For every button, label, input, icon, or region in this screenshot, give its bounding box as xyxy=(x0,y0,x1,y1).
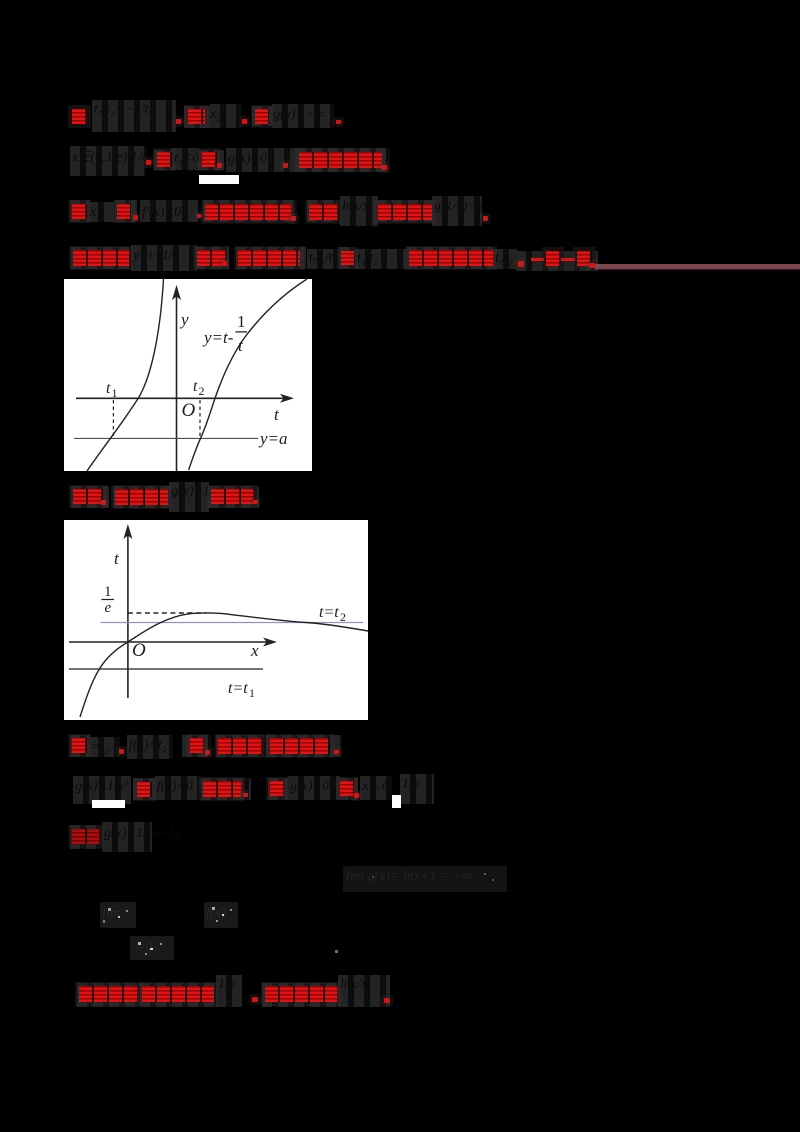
svg-text:O: O xyxy=(132,640,146,661)
svg-text:t: t xyxy=(238,336,244,355)
svg-text:y=a: y=a xyxy=(258,429,288,448)
svg-text:2: 2 xyxy=(199,384,205,398)
svg-text:1: 1 xyxy=(249,686,255,700)
svg-text:y=t-: y=t- xyxy=(202,328,234,347)
svg-text:1: 1 xyxy=(104,584,112,600)
svg-text:1: 1 xyxy=(112,386,118,400)
svg-text:t=t: t=t xyxy=(228,680,248,697)
svg-text:t=t: t=t xyxy=(319,604,339,621)
svg-text:e: e xyxy=(105,600,112,616)
svg-text:y: y xyxy=(179,310,189,329)
svg-text:1: 1 xyxy=(237,312,246,331)
svg-text:2: 2 xyxy=(340,610,346,624)
svg-text:t: t xyxy=(274,405,280,424)
svg-text:t: t xyxy=(193,378,198,395)
svg-text:x: x xyxy=(250,641,259,660)
svg-text:t: t xyxy=(114,549,120,568)
svg-text:t: t xyxy=(106,380,111,397)
svg-text:O: O xyxy=(182,400,196,421)
